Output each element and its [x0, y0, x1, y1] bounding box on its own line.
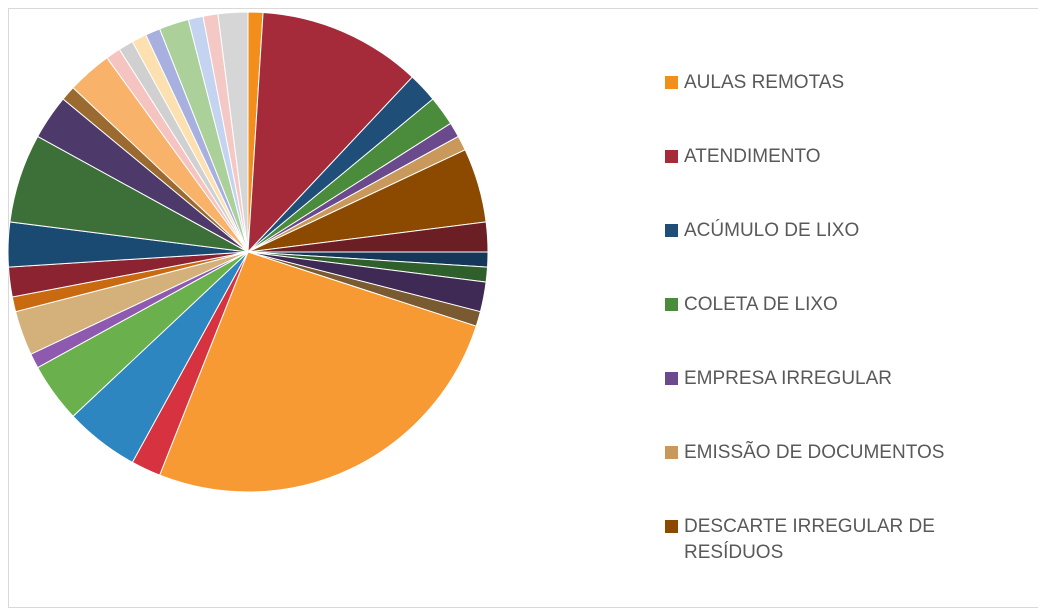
pie-slice [217, 11, 249, 253]
legend-item: AULAS REMOTAS [665, 70, 965, 96]
legend-swatch [665, 150, 678, 163]
legend-label: COLETA DE LIXO [684, 294, 838, 315]
legend-label: EMISSÃO DE DOCUMENTOS [684, 442, 945, 463]
legend-swatch [665, 224, 678, 237]
legend-item: ACÚMULO DE LIXO [665, 218, 965, 244]
legend-swatch [665, 76, 678, 89]
legend-label: ATENDIMENTO [684, 146, 821, 167]
legend-item: EMISSÃO DE DOCUMENTOS [665, 440, 965, 466]
legend-swatch [665, 372, 678, 385]
legend-swatch [665, 446, 678, 459]
legend-label: DESCARTE IRREGULAR DE RESÍDUOS [684, 516, 935, 563]
pie-slice [159, 251, 477, 493]
legend-label: AULAS REMOTAS [684, 72, 845, 93]
legend-item: DESCARTE IRREGULAR DE RESÍDUOS [665, 514, 965, 566]
legend-item: EMPRESA IRREGULAR [665, 366, 965, 392]
legend-label: ACÚMULO DE LIXO [684, 220, 860, 241]
legend-label: EMPRESA IRREGULAR [684, 368, 892, 389]
legend-item: COLETA DE LIXO [665, 292, 965, 318]
chart [7, 11, 489, 493]
legend-swatch [665, 520, 678, 533]
legend-swatch [665, 298, 678, 311]
pie-slice [247, 11, 413, 254]
legend-item: ATENDIMENTO [665, 144, 965, 170]
